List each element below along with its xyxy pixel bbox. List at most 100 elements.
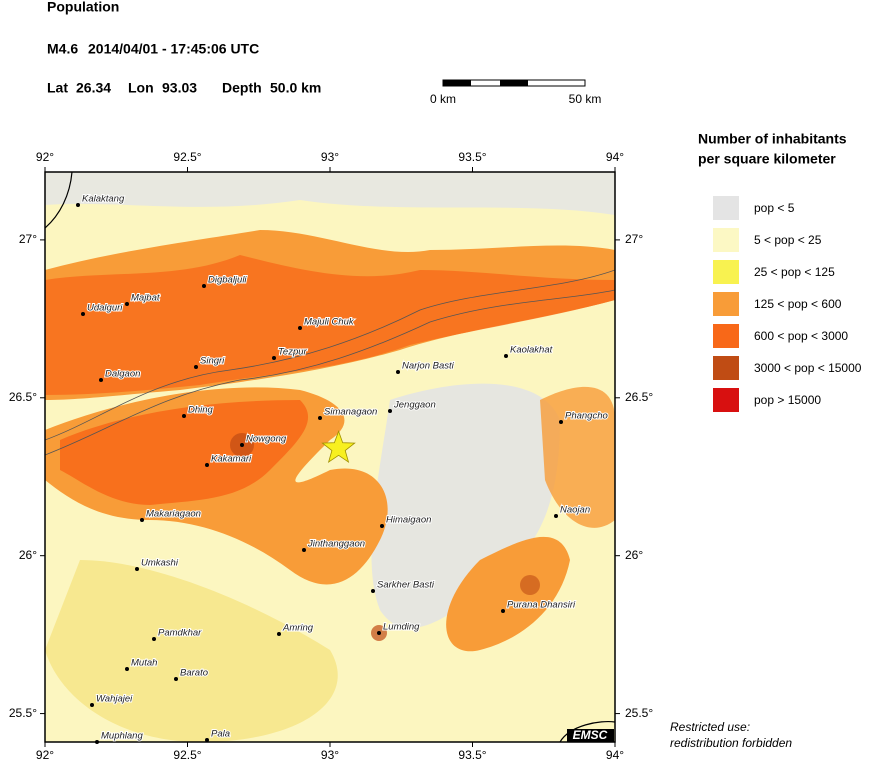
lat-label: Lat xyxy=(47,80,68,96)
legend-label: 3000 < pop < 15000 xyxy=(754,361,862,375)
city-dot xyxy=(205,463,209,467)
y-tick-label: 26.5° xyxy=(625,390,653,404)
legend-swatch xyxy=(713,324,739,348)
legend-swatch xyxy=(713,196,739,220)
city-label: Pamdkhar xyxy=(158,628,202,639)
city-label: Umkashi xyxy=(141,558,179,569)
city-label: Digbaljuli xyxy=(208,275,247,286)
city-label: Dalgaon xyxy=(105,369,140,380)
depth-label: Depth xyxy=(222,80,262,96)
city-label: Jinthanggaon xyxy=(307,539,365,550)
city-dot xyxy=(396,370,400,374)
city-label: Singri xyxy=(200,356,225,367)
legend-swatch xyxy=(713,228,739,252)
city-dot xyxy=(140,518,144,522)
scale-bar: 0 km 50 km xyxy=(430,79,602,106)
datetime: 2014/04/01 - 17:45:06 UTC xyxy=(88,41,259,57)
city-dot xyxy=(318,416,322,420)
x-tick-label: 93° xyxy=(321,748,339,762)
city-dot xyxy=(90,703,94,707)
credit-box xyxy=(567,729,614,742)
x-tick-label: 92° xyxy=(36,748,54,762)
city-dot xyxy=(501,609,505,613)
legend-label: 5 < pop < 25 xyxy=(754,233,822,247)
city-label: Pala xyxy=(211,729,230,740)
city-label: Wahjajei xyxy=(96,694,133,705)
y-tick-label: 26° xyxy=(19,548,37,562)
legend-swatch xyxy=(713,292,739,316)
city-label: Jenggaon xyxy=(393,400,436,411)
notice: Restricted use: xyxy=(670,720,750,734)
city-label: Majuli Chuk xyxy=(304,317,355,328)
city-label: Himaigaon xyxy=(386,515,431,526)
city-dot xyxy=(302,548,306,552)
city-label: Kaolakhat xyxy=(510,345,553,356)
legend-swatch xyxy=(713,260,739,284)
city-label: Mutah xyxy=(131,658,157,669)
legend-title: per square kilometer xyxy=(698,151,836,167)
y-tick-label: 25.5° xyxy=(625,706,653,720)
city-label: Amring xyxy=(282,623,314,634)
city-label: Simanagaon xyxy=(324,407,377,418)
city-dot xyxy=(205,738,209,742)
city-label: Naojan xyxy=(560,505,590,516)
x-tick-label: 93.5° xyxy=(458,150,486,164)
city-dot xyxy=(99,378,103,382)
city-dot xyxy=(240,443,244,447)
lon-label: Lon xyxy=(128,80,154,96)
legend-label: 600 < pop < 3000 xyxy=(754,329,848,343)
city-label: Purana Dhansiri xyxy=(507,600,576,611)
city-dot xyxy=(272,356,276,360)
lat: 26.34 xyxy=(76,80,111,96)
city-label: Udalguri xyxy=(87,303,123,314)
city-dot xyxy=(504,354,508,358)
city-dot xyxy=(380,524,384,528)
legend-label: pop > 15000 xyxy=(754,393,821,407)
x-tick-label: 93° xyxy=(321,150,339,164)
city-dot xyxy=(194,365,198,369)
depth: 50.0 km xyxy=(270,80,321,96)
legend-swatch xyxy=(713,356,739,380)
y-tick-label: 27° xyxy=(19,232,37,246)
city-label: Sarkher Basti xyxy=(377,580,435,591)
notice: redistribution forbidden xyxy=(670,736,792,750)
city-dot xyxy=(202,284,206,288)
city-dot xyxy=(298,326,302,330)
city-label: Tezpur xyxy=(278,347,308,358)
legend-label: pop < 5 xyxy=(754,201,795,215)
city-dot xyxy=(76,203,80,207)
city-dot xyxy=(135,567,139,571)
city-dot xyxy=(377,631,381,635)
city-dot xyxy=(277,632,281,636)
city-dot xyxy=(559,420,563,424)
city-label: Phangcho xyxy=(565,411,608,422)
city-label: Narjon Basti xyxy=(402,361,455,372)
lon: 93.03 xyxy=(162,80,197,96)
city-dot xyxy=(182,414,186,418)
city-dot xyxy=(371,589,375,593)
city-dot xyxy=(554,514,558,518)
city-label: Nowgong xyxy=(246,434,287,445)
epicenter xyxy=(321,430,356,464)
y-tick-label: 26° xyxy=(625,548,643,562)
city-label: Majbat xyxy=(131,293,160,304)
legend-title: Number of inhabitants xyxy=(698,131,847,147)
y-tick-label: 27° xyxy=(625,232,643,246)
legend-label: 25 < pop < 125 xyxy=(754,265,835,279)
x-tick-label: 92.5° xyxy=(173,150,201,164)
city-label: Barato xyxy=(180,668,208,679)
city-label: Kakamari xyxy=(211,454,252,465)
title: Population xyxy=(47,0,119,15)
city-label: Makariagaon xyxy=(146,509,201,520)
magnitude: M4.6 xyxy=(47,41,78,57)
x-tick-label: 94° xyxy=(606,748,624,762)
legend-label: 125 < pop < 600 xyxy=(754,297,842,311)
y-tick-label: 25.5° xyxy=(9,706,37,720)
credit: EMSC xyxy=(573,728,608,742)
city-dot xyxy=(81,312,85,316)
city-dot xyxy=(388,409,392,413)
scale-start: 0 km xyxy=(430,92,456,106)
population-map xyxy=(45,172,615,742)
city-dot xyxy=(174,677,178,681)
scale-end: 50 km xyxy=(569,92,602,106)
